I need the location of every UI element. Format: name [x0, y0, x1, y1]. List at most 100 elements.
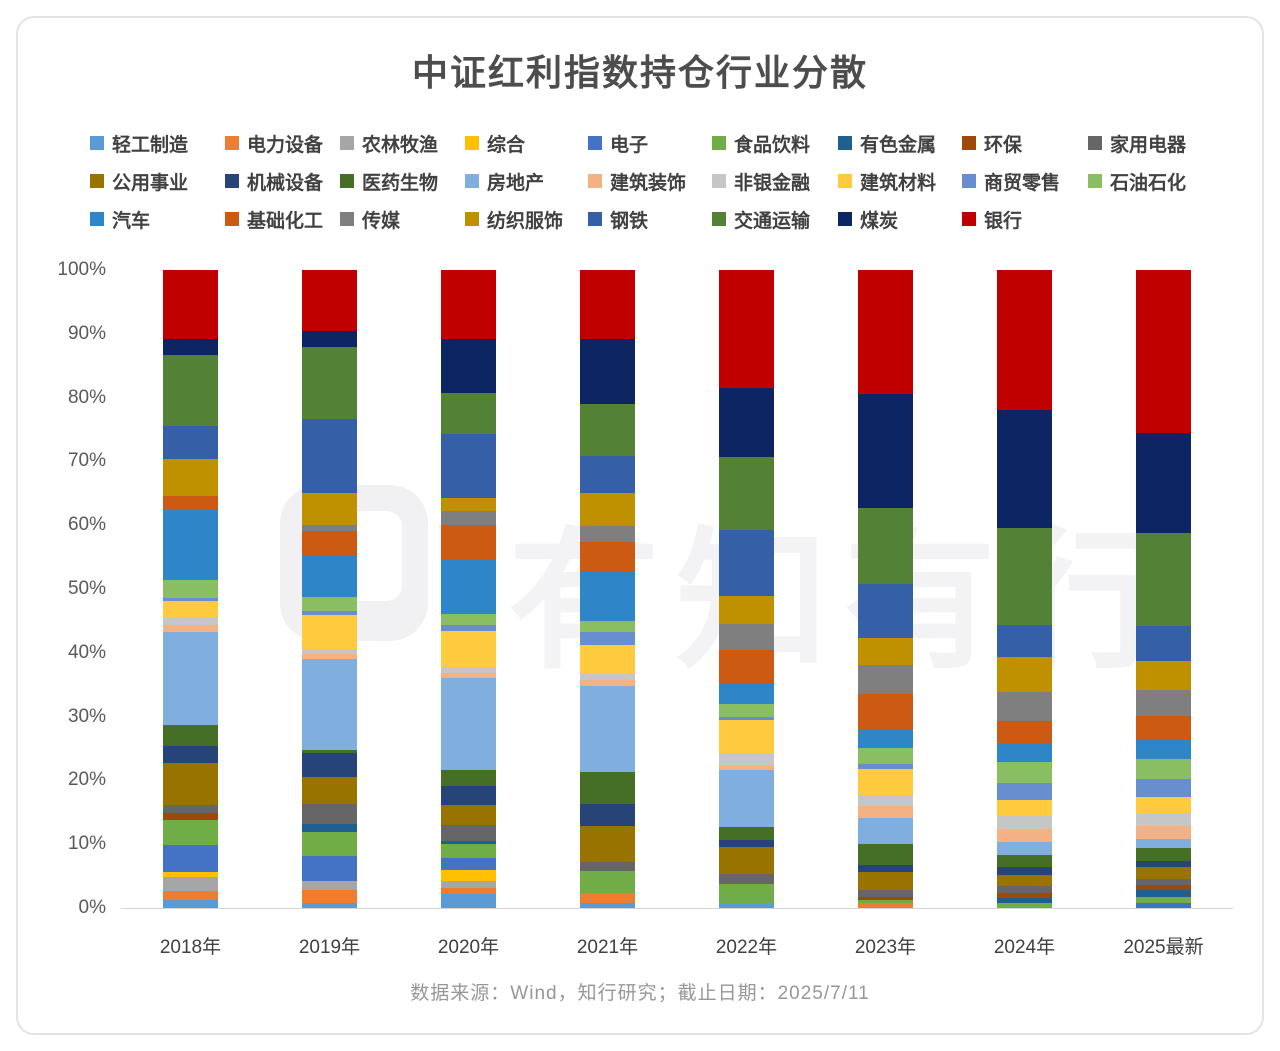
segment-非银金融 — [1136, 813, 1191, 826]
legend-item-轻工制造: 轻工制造 — [90, 130, 225, 157]
segment-钢铁 — [580, 456, 635, 494]
segment-建筑材料 — [441, 630, 496, 668]
segment-食品饮料 — [163, 820, 218, 845]
segment-食品饮料 — [441, 844, 496, 859]
legend-label: 钢铁 — [610, 210, 649, 232]
segment-汽车 — [719, 683, 774, 704]
stacked-bar-2025最新 — [1136, 270, 1191, 908]
segment-交通运输 — [858, 507, 913, 585]
segment-轻工制造 — [580, 902, 635, 908]
legend-label: 煤炭 — [860, 210, 899, 232]
legend-label: 建筑装饰 — [610, 172, 687, 194]
segment-传媒 — [580, 526, 635, 543]
segment-医药生物 — [858, 844, 913, 865]
segment-食品饮料 — [858, 899, 913, 903]
segment-传媒 — [997, 692, 1052, 721]
segment-家用电器 — [441, 825, 496, 842]
plot-area — [121, 270, 1233, 909]
segment-煤炭 — [580, 339, 635, 405]
legend-item-机械设备: 机械设备 — [225, 168, 340, 195]
segment-建筑装饰 — [580, 679, 635, 687]
stacked-bar-2022年 — [719, 270, 774, 908]
bar-slot — [1094, 270, 1233, 908]
segment-非银金融 — [441, 667, 496, 673]
legend-item-建筑材料: 建筑材料 — [838, 168, 962, 195]
segment-电力设备 — [163, 890, 218, 901]
segment-煤炭 — [441, 338, 496, 394]
segment-建筑材料 — [302, 614, 357, 650]
segment-非银金融 — [858, 794, 913, 807]
legend-label: 非银金融 — [734, 172, 811, 194]
segment-银行 — [858, 270, 913, 395]
segment-建筑装饰 — [858, 806, 913, 818]
legend-label: 基础化工 — [247, 210, 324, 232]
segment-农林牧渔 — [163, 876, 218, 891]
segment-传媒 — [1136, 689, 1191, 717]
segment-非银金融 — [719, 753, 774, 765]
legend-item-家用电器: 家用电器 — [1088, 130, 1232, 157]
segment-钢铁 — [163, 425, 218, 459]
legend-label: 纺织服饰 — [487, 210, 564, 232]
legend-label: 电子 — [610, 134, 649, 156]
segment-轻工制造 — [441, 894, 496, 908]
legend-swatch-icon — [340, 212, 354, 226]
legend-swatch-icon — [90, 212, 104, 226]
segment-房地产 — [858, 817, 913, 845]
bar-slot — [121, 270, 260, 908]
segment-机械设备 — [580, 804, 635, 827]
segment-建筑材料 — [997, 800, 1052, 817]
legend-swatch-icon — [225, 212, 239, 226]
legend-label: 综合 — [487, 134, 526, 156]
segment-家用电器 — [163, 805, 218, 813]
chart-card: 中证红利指数持仓行业分散 轻工制造 电力设备 农林牧渔 综合 电子 食品饮料 有色金属 环保 家… — [16, 16, 1264, 1035]
legend-label: 交通运输 — [734, 210, 811, 232]
legend-swatch-icon — [588, 136, 602, 150]
legend-item-基础化工: 基础化工 — [225, 206, 340, 233]
legend-item-电力设备: 电力设备 — [225, 130, 340, 157]
legend-swatch-icon — [588, 174, 602, 188]
segment-纺织服饰 — [719, 595, 774, 624]
stacked-bar-2020年 — [441, 270, 496, 908]
bar-slot — [816, 270, 955, 908]
legend-swatch-icon — [465, 174, 479, 188]
legend-swatch-icon — [90, 136, 104, 150]
legend-item-医药生物: 医药生物 — [340, 168, 465, 195]
legend-swatch-icon — [962, 212, 976, 226]
legend-swatch-icon — [1088, 174, 1102, 188]
segment-银行 — [1136, 270, 1191, 433]
segment-商贸零售 — [997, 782, 1052, 801]
segment-煤炭 — [997, 410, 1052, 529]
bar-slot — [399, 270, 538, 908]
segment-有色金属 — [1136, 890, 1191, 897]
segment-石油石化 — [302, 596, 357, 611]
segment-公用事业 — [441, 804, 496, 826]
segment-基础化工 — [1136, 716, 1191, 739]
segment-汽车 — [163, 510, 218, 581]
legend-label: 环保 — [984, 134, 1023, 156]
segment-建筑装饰 — [1136, 825, 1191, 839]
segment-房地产 — [997, 841, 1052, 855]
segment-基础化工 — [858, 693, 913, 731]
segment-建筑材料 — [719, 719, 774, 754]
legend-item-房地产: 房地产 — [465, 168, 588, 195]
segment-商贸零售 — [719, 716, 774, 720]
segment-石油石化 — [1136, 759, 1191, 780]
legend-item-食品饮料: 食品饮料 — [712, 130, 838, 157]
legend-swatch-icon — [712, 212, 726, 226]
segment-钢铁 — [1136, 625, 1191, 661]
segment-石油石化 — [719, 703, 774, 717]
segment-纺织服饰 — [858, 638, 913, 665]
segment-医药生物 — [997, 854, 1052, 868]
segment-汽车 — [580, 570, 635, 621]
segment-房地产 — [1136, 838, 1191, 849]
segment-交通运输 — [163, 355, 218, 426]
legend-label: 食品饮料 — [734, 134, 811, 156]
x-tick-label: 2022年 — [715, 937, 778, 958]
legend-swatch-icon — [340, 174, 354, 188]
segment-传媒 — [858, 664, 913, 694]
segment-环保 — [1136, 885, 1191, 891]
legend-label: 公用事业 — [112, 172, 189, 194]
segment-食品饮料 — [302, 832, 357, 857]
segment-非银金融 — [580, 673, 635, 680]
segment-汽车 — [302, 555, 357, 597]
